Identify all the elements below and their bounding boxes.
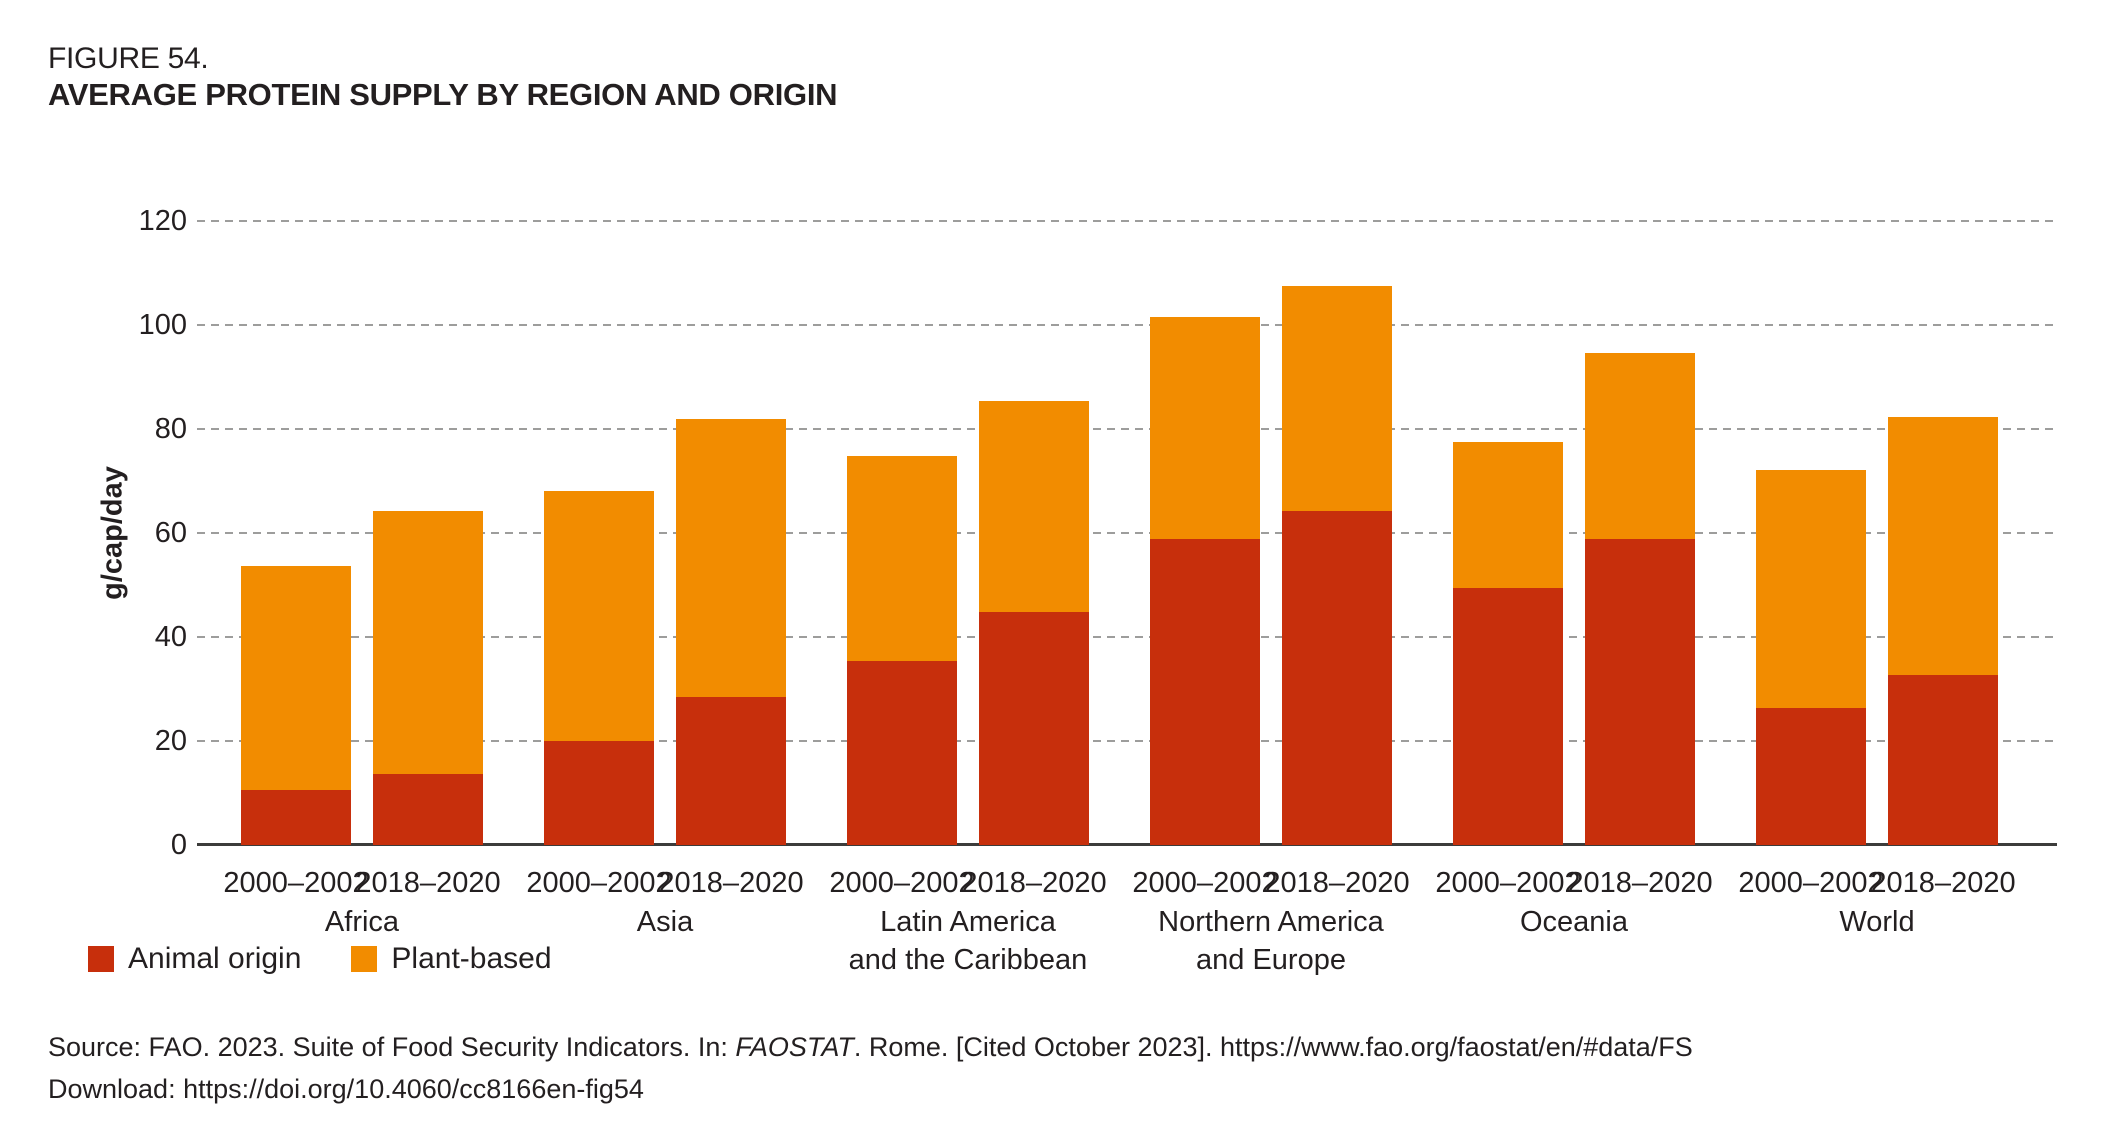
bar-northern-america-and-europe-2018-2020-plant-based-segment <box>1282 286 1392 511</box>
period-label-northern-america-and-europe-2018-2020: 2018–2020 <box>1264 867 1410 899</box>
figure-title: AVERAGE PROTEIN SUPPLY BY REGION AND ORI… <box>48 77 838 112</box>
bar-world-2000-2002-plant-based-segment <box>1756 469 1866 709</box>
bar-latin-america-and-the-caribbean-2000-2002-animal-origin-segment <box>847 660 957 845</box>
period-label-northern-america-and-europe-2000-2002: 2000–2002 <box>1132 867 1278 899</box>
region-label-latin-america-and-the-caribbean: Latin America and the Caribbean <box>848 906 1088 976</box>
y-tick-label-80: 80 <box>154 413 187 445</box>
period-label-asia-2018-2020: 2018–2020 <box>658 867 804 899</box>
y-tick-label-0: 0 <box>170 829 187 861</box>
bar-asia-2018-2020-plant-based-segment <box>676 419 786 697</box>
region-label-world: World <box>1839 906 1915 938</box>
x-axis-line <box>197 843 2057 846</box>
figure-number: FIGURE 54. <box>48 42 209 75</box>
period-label-asia-2000-2002: 2000–2002 <box>526 867 672 899</box>
bar-latin-america-and-the-caribbean-2018-2020-plant-based-segment <box>979 400 1089 613</box>
bar-oceania-2000-2002-plant-based-segment <box>1453 441 1563 589</box>
bar-northern-america-and-europe-2000-2002-plant-based-segment <box>1150 317 1260 540</box>
period-label-world-2018-2020: 2018–2020 <box>1870 867 2016 899</box>
region-label-oceania: Oceania <box>1519 906 1629 938</box>
source-faostat: FAOSTAT <box>735 1032 854 1062</box>
legend-swatch-plant-based <box>351 946 378 972</box>
period-label-latin-america-and-the-caribbean-2018-2020: 2018–2020 <box>961 867 1107 899</box>
y-tick-label-60: 60 <box>154 517 187 549</box>
bar-asia-2000-2002-plant-based-segment <box>544 490 654 741</box>
gridline-20 <box>197 740 2057 742</box>
period-label-oceania-2018-2020: 2018–2020 <box>1567 867 1713 899</box>
bar-oceania-2018-2020-animal-origin-segment <box>1585 539 1695 845</box>
bar-world-2000-2002-animal-origin-segment <box>1756 708 1866 845</box>
y-tick-label-120: 120 <box>138 205 187 237</box>
legend: Animal origin Plant-based <box>88 943 602 975</box>
region-label-africa: Africa <box>324 906 400 938</box>
gridline-40 <box>197 636 2057 638</box>
period-label-world-2000-2002: 2000–2002 <box>1738 867 1884 899</box>
bar-africa-2018-2020-animal-origin-segment <box>373 773 483 845</box>
period-label-africa-2018-2020: 2018–2020 <box>355 867 501 899</box>
gridline-80 <box>197 428 2057 430</box>
bar-latin-america-and-the-caribbean-2000-2002-plant-based-segment <box>847 455 957 661</box>
legend-label: Animal origin <box>128 942 302 975</box>
y-tick-label-100: 100 <box>138 309 187 341</box>
legend-item-animal-origin: Animal origin <box>88 943 301 975</box>
legend-item-plant-based: Plant-based <box>351 942 552 975</box>
region-label-northern-america-and-europe: Northern America and Europe <box>1158 906 1384 976</box>
period-label-latin-america-and-the-caribbean-2000-2002: 2000–2002 <box>829 867 975 899</box>
gridline-120 <box>197 220 2057 222</box>
period-label-oceania-2000-2002: 2000–2002 <box>1435 867 1581 899</box>
bar-africa-2000-2002-plant-based-segment <box>241 565 351 791</box>
bar-africa-2018-2020-plant-based-segment <box>373 511 483 774</box>
source-line-1: Source: FAO. 2023. Suite of Food Securit… <box>48 1032 1693 1062</box>
source-note: Source: FAO. 2023. Suite of Food Securit… <box>48 1026 1693 1110</box>
bar-northern-america-and-europe-2000-2002-animal-origin-segment <box>1150 539 1260 845</box>
bar-world-2018-2020-plant-based-segment <box>1888 416 1998 676</box>
bar-world-2018-2020-animal-origin-segment <box>1888 675 1998 845</box>
bar-oceania-2000-2002-animal-origin-segment <box>1453 588 1563 845</box>
bar-asia-2000-2002-animal-origin-segment <box>544 741 654 845</box>
bar-africa-2000-2002-animal-origin-segment <box>241 790 351 845</box>
bar-oceania-2018-2020-plant-based-segment <box>1585 353 1695 540</box>
plot-area <box>197 220 2057 846</box>
gridline-60 <box>197 532 2057 534</box>
y-tick-label-20: 20 <box>154 725 187 757</box>
legend-swatch-animal-origin <box>88 946 114 972</box>
gridline-100 <box>197 324 2057 326</box>
bar-northern-america-and-europe-2018-2020-animal-origin-segment <box>1282 510 1392 845</box>
y-tick-label-40: 40 <box>154 621 187 653</box>
period-label-africa-2000-2002: 2000–2002 <box>223 867 369 899</box>
bar-asia-2018-2020-animal-origin-segment <box>676 696 786 845</box>
legend-label: Plant-based <box>391 942 552 975</box>
bar-latin-america-and-the-caribbean-2018-2020-animal-origin-segment <box>979 612 1089 845</box>
source-line-2: Download: https://doi.org/10.4060/cc8166… <box>48 1074 644 1104</box>
region-label-asia: Asia <box>636 906 694 938</box>
